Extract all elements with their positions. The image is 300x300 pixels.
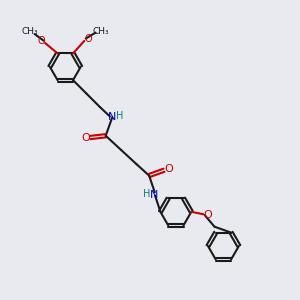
Text: O: O <box>84 34 92 44</box>
Text: H: H <box>143 189 151 199</box>
Text: N: N <box>150 190 158 200</box>
Text: H: H <box>116 111 123 121</box>
Text: O: O <box>81 133 90 143</box>
Text: CH₃: CH₃ <box>21 28 38 37</box>
Text: O: O <box>203 209 212 220</box>
Text: O: O <box>164 164 173 174</box>
Text: CH₃: CH₃ <box>92 27 109 36</box>
Text: O: O <box>38 36 45 46</box>
Text: N: N <box>108 112 116 122</box>
